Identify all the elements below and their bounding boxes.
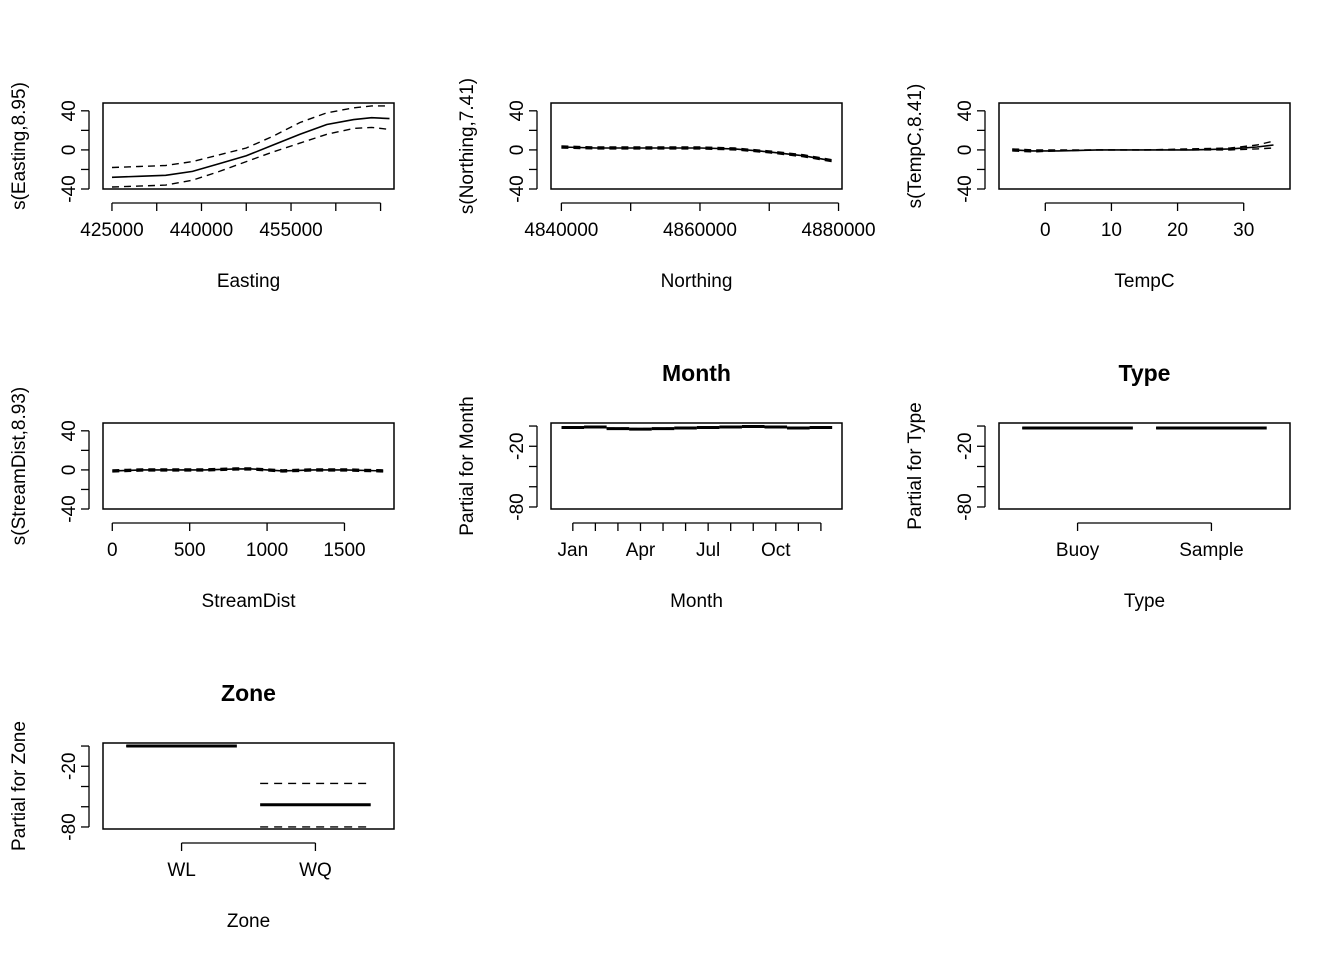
- x-tick-label: 4880000: [802, 220, 876, 241]
- y-axis-title: s(StreamDist,8.93): [9, 387, 30, 545]
- x-axis-title: Zone: [227, 911, 270, 932]
- panel-streamdist: -40 0 40 0 500 1000 1500 StreamDist s(StreamDist…: [9, 387, 395, 612]
- plot-frame: [102, 742, 395, 830]
- smooth-fit-line: [111, 116, 390, 179]
- x-tick-label: 455000: [259, 220, 322, 241]
- panel-title: Type: [1119, 360, 1171, 386]
- y-tick-label: -80: [507, 493, 528, 520]
- x-tick-label: Jan: [558, 540, 589, 561]
- smooth-fit-line: [561, 146, 832, 162]
- y-axis-title: s(Easting,8.95): [9, 82, 30, 210]
- x-tick-label: 4840000: [524, 220, 598, 241]
- x-tick-label: 10: [1101, 220, 1122, 241]
- x-tick-label: 425000: [80, 220, 143, 241]
- y-axis-title: Partial for Type: [905, 402, 926, 529]
- y-tick-label: -20: [507, 433, 528, 460]
- y-tick-label: 40: [955, 100, 976, 121]
- y-tick-label: -40: [955, 175, 976, 202]
- y-tick-label: -40: [59, 495, 80, 522]
- plot-frame: [102, 102, 395, 190]
- y-tick-label: -40: [59, 175, 80, 202]
- x-tick-label: Apr: [626, 540, 656, 561]
- y-tick-label: -20: [955, 433, 976, 460]
- x-tick-label: 20: [1167, 220, 1188, 241]
- plot-frame: [102, 422, 395, 510]
- panel-easting: -40 0 40 425000 440000 455000 Easting s(Easting…: [9, 82, 395, 292]
- confidence-band-lower: [1012, 147, 1274, 153]
- panel-month: Month -80 -20 Jan Apr Jul Oct Month Partial for …: [457, 360, 843, 612]
- x-tick-label: Oct: [761, 540, 791, 561]
- x-axis-title: StreamDist: [202, 591, 297, 612]
- x-tick-label: 0: [107, 540, 118, 561]
- x-tick-label: Sample: [1179, 540, 1243, 561]
- y-axis-title: Partial for Month: [457, 396, 478, 535]
- x-tick-label: WQ: [299, 860, 332, 881]
- y-axis-title: s(TempC,8.41): [905, 84, 926, 209]
- x-axis-title: Type: [1124, 591, 1165, 612]
- y-tick-label: -80: [59, 813, 80, 840]
- confidence-band-lower: [561, 147, 832, 163]
- x-axis-title: Month: [670, 591, 723, 612]
- panel-tempc: -40 0 40 0 10 20 30 TempC s(TempC,8.41): [905, 84, 1291, 292]
- panel-northing: -40 0 40 4840000 4860000 4880000 Northing s(Nor…: [457, 78, 876, 292]
- confidence-band-upper: [561, 145, 832, 161]
- panel-title: Zone: [221, 680, 276, 706]
- x-tick-label: 440000: [170, 220, 233, 241]
- panel-title: Month: [662, 360, 731, 386]
- y-tick-label: 0: [955, 145, 976, 156]
- confidence-band-upper: [111, 105, 390, 169]
- x-tick-label: Jul: [696, 540, 720, 561]
- x-tick-label: 1000: [246, 540, 288, 561]
- y-axis-title: Partial for Zone: [9, 721, 30, 851]
- plot-frame: [998, 422, 1291, 510]
- y-tick-label: 0: [59, 145, 80, 156]
- x-tick-label: 0: [1040, 220, 1051, 241]
- plot-frame: [998, 102, 1291, 190]
- x-tick-label: 4860000: [663, 220, 737, 241]
- smooth-fit-line: [112, 468, 384, 472]
- x-tick-label: 30: [1233, 220, 1254, 241]
- y-tick-label: 40: [59, 420, 80, 441]
- x-tick-label: Buoy: [1056, 540, 1100, 561]
- panel-zone: Zone -80 -20 WL WQ Zone Partial for Zone: [9, 680, 395, 932]
- y-tick-label: -80: [955, 493, 976, 520]
- panel-type: Type -80 -20 Buoy Sample Type Partial for Type: [905, 360, 1291, 612]
- plot-frame: [550, 102, 843, 190]
- x-axis-title: Easting: [217, 271, 280, 292]
- x-axis-title: Northing: [661, 271, 733, 292]
- confidence-band-lower: [112, 469, 384, 473]
- plot-frame: [550, 422, 843, 510]
- y-tick-label: 0: [507, 145, 528, 156]
- y-tick-label: 40: [507, 100, 528, 121]
- y-tick-label: -40: [507, 175, 528, 202]
- x-axis-title: TempC: [1114, 271, 1174, 292]
- y-axis-title: s(Northing,7.41): [457, 78, 478, 214]
- x-tick-label: WL: [167, 860, 196, 881]
- y-tick-label: 40: [59, 100, 80, 121]
- y-tick-label: 0: [59, 465, 80, 476]
- x-tick-label: 500: [174, 540, 206, 561]
- confidence-band-lower: [111, 126, 390, 188]
- confidence-band-upper: [112, 467, 384, 471]
- x-tick-label: 1500: [323, 540, 365, 561]
- y-tick-label: -20: [59, 753, 80, 780]
